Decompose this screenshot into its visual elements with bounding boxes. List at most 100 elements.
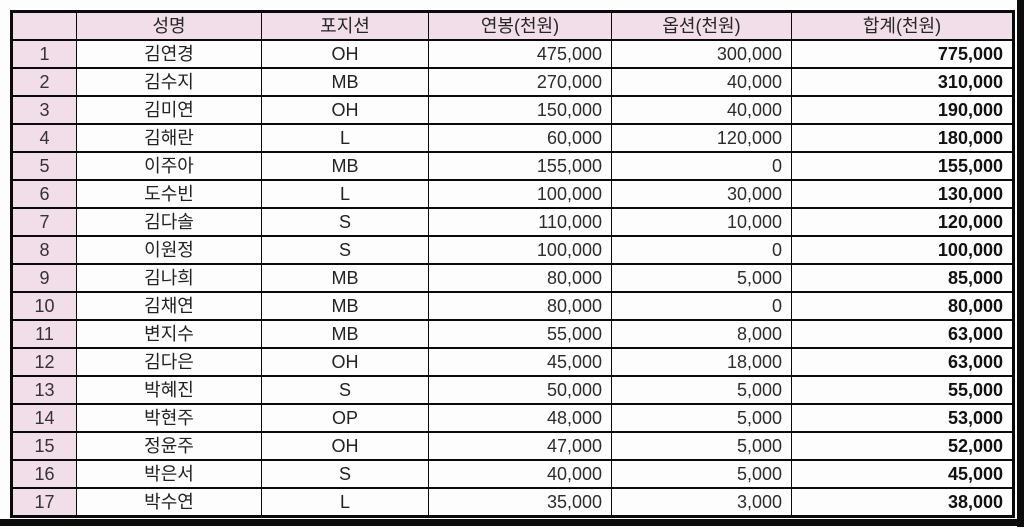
total-cell: 63,000 xyxy=(791,319,1014,349)
table-row: 17 박수연 L 35,000 3,000 38,000 xyxy=(11,487,1014,518)
table-row: 2 김수지 MB 270,000 40,000 310,000 xyxy=(11,67,1014,97)
name-cell: 박수연 xyxy=(76,487,262,518)
option-cell: 0 xyxy=(611,291,792,321)
option-cell: 5,000 xyxy=(611,263,792,293)
position-cell: MB xyxy=(261,291,429,321)
total-cell: 85,000 xyxy=(791,263,1014,293)
total-cell: 80,000 xyxy=(791,291,1014,321)
name-cell: 도수빈 xyxy=(76,179,262,209)
name-cell: 김채연 xyxy=(76,291,262,321)
position-cell: OH xyxy=(261,95,429,125)
position-cell: MB xyxy=(261,319,429,349)
table-row: 8 이원정 S 100,000 0 100,000 xyxy=(11,235,1014,265)
name-cell: 김다은 xyxy=(76,347,262,377)
header-name: 성명 xyxy=(76,10,262,41)
option-cell: 5,000 xyxy=(611,431,792,461)
position-cell: MB xyxy=(261,151,429,181)
option-cell: 0 xyxy=(611,151,792,181)
row-number-cell: 13 xyxy=(11,375,77,405)
row-number-cell: 11 xyxy=(11,319,77,349)
table-row: 6 도수빈 L 100,000 30,000 130,000 xyxy=(11,179,1014,209)
name-cell: 이원정 xyxy=(76,235,262,265)
table-row: 13 박혜진 S 50,000 5,000 55,000 xyxy=(11,375,1014,405)
option-cell: 8,000 xyxy=(611,319,792,349)
option-cell: 40,000 xyxy=(611,95,792,125)
name-cell: 박현주 xyxy=(76,403,262,433)
total-cell: 310,000 xyxy=(791,67,1014,97)
table-header: 성명 포지션 연봉(천원) 옵션(천원) 합계(천원) xyxy=(11,10,1014,41)
total-cell: 53,000 xyxy=(791,403,1014,433)
total-cell: 190,000 xyxy=(791,95,1014,125)
name-cell: 김수지 xyxy=(76,67,262,97)
position-cell: L xyxy=(261,123,429,153)
salary-cell: 270,000 xyxy=(428,67,612,97)
option-cell: 30,000 xyxy=(611,179,792,209)
row-number-cell: 6 xyxy=(11,179,77,209)
row-number-cell: 12 xyxy=(11,347,77,377)
row-number-cell: 17 xyxy=(11,487,77,518)
name-cell: 박은서 xyxy=(76,459,262,489)
option-cell: 40,000 xyxy=(611,67,792,97)
position-cell: S xyxy=(261,207,429,237)
table-row: 3 김미연 OH 150,000 40,000 190,000 xyxy=(11,95,1014,125)
total-cell: 100,000 xyxy=(791,235,1014,265)
salary-cell: 110,000 xyxy=(428,207,612,237)
table-row: 5 이주아 MB 155,000 0 155,000 xyxy=(11,151,1014,181)
position-cell: MB xyxy=(261,263,429,293)
name-cell: 김미연 xyxy=(76,95,262,125)
row-number-cell: 4 xyxy=(11,123,77,153)
row-number-cell: 9 xyxy=(11,263,77,293)
salary-cell: 475,000 xyxy=(428,39,612,69)
option-cell: 5,000 xyxy=(611,403,792,433)
total-cell: 130,000 xyxy=(791,179,1014,209)
salary-cell: 35,000 xyxy=(428,487,612,518)
position-cell: OP xyxy=(261,403,429,433)
total-cell: 63,000 xyxy=(791,347,1014,377)
row-number-cell: 5 xyxy=(11,151,77,181)
salary-cell: 40,000 xyxy=(428,459,612,489)
row-number-cell: 14 xyxy=(11,403,77,433)
table-row: 11 변지수 MB 55,000 8,000 63,000 xyxy=(11,319,1014,349)
total-cell: 45,000 xyxy=(791,459,1014,489)
header-position: 포지션 xyxy=(261,10,429,41)
total-cell: 155,000 xyxy=(791,151,1014,181)
position-cell: S xyxy=(261,375,429,405)
salary-table: 성명 포지션 연봉(천원) 옵션(천원) 합계(천원) 1 김연경 OH 475,00… xyxy=(10,10,1015,518)
photo-edge-bottom xyxy=(0,519,1024,526)
total-cell: 775,000 xyxy=(791,39,1014,69)
salary-cell: 47,000 xyxy=(428,431,612,461)
total-cell: 38,000 xyxy=(791,487,1014,518)
row-number-cell: 2 xyxy=(11,67,77,97)
position-cell: S xyxy=(261,235,429,265)
name-cell: 김다솔 xyxy=(76,207,262,237)
position-cell: OH xyxy=(261,347,429,377)
position-cell: OH xyxy=(261,431,429,461)
row-number-cell: 3 xyxy=(11,95,77,125)
salary-cell: 155,000 xyxy=(428,151,612,181)
header-option: 옵션(천원) xyxy=(611,10,792,41)
position-cell: OH xyxy=(261,39,429,69)
option-cell: 18,000 xyxy=(611,347,792,377)
salary-cell: 50,000 xyxy=(428,375,612,405)
salary-cell: 80,000 xyxy=(428,263,612,293)
row-number-cell: 16 xyxy=(11,459,77,489)
table-row: 14 박현주 OP 48,000 5,000 53,000 xyxy=(11,403,1014,433)
table-row: 15 정윤주 OH 47,000 5,000 52,000 xyxy=(11,431,1014,461)
name-cell: 김해란 xyxy=(76,123,262,153)
table-row: 16 박은서 S 40,000 5,000 45,000 xyxy=(11,459,1014,489)
header-row: 성명 포지션 연봉(천원) 옵션(천원) 합계(천원) xyxy=(11,10,1014,41)
name-cell: 정윤주 xyxy=(76,431,262,461)
option-cell: 5,000 xyxy=(611,459,792,489)
table-row: 4 김해란 L 60,000 120,000 180,000 xyxy=(11,123,1014,153)
option-cell: 10,000 xyxy=(611,207,792,237)
option-cell: 3,000 xyxy=(611,487,792,518)
header-salary: 연봉(천원) xyxy=(428,10,612,41)
position-cell: L xyxy=(261,179,429,209)
position-cell: S xyxy=(261,459,429,489)
salary-cell: 48,000 xyxy=(428,403,612,433)
total-cell: 120,000 xyxy=(791,207,1014,237)
photo-edge-right xyxy=(1017,0,1024,527)
name-cell: 이주아 xyxy=(76,151,262,181)
table-body: 1 김연경 OH 475,000 300,000 775,000 2 김수지 MB 270,000… xyxy=(11,39,1014,518)
